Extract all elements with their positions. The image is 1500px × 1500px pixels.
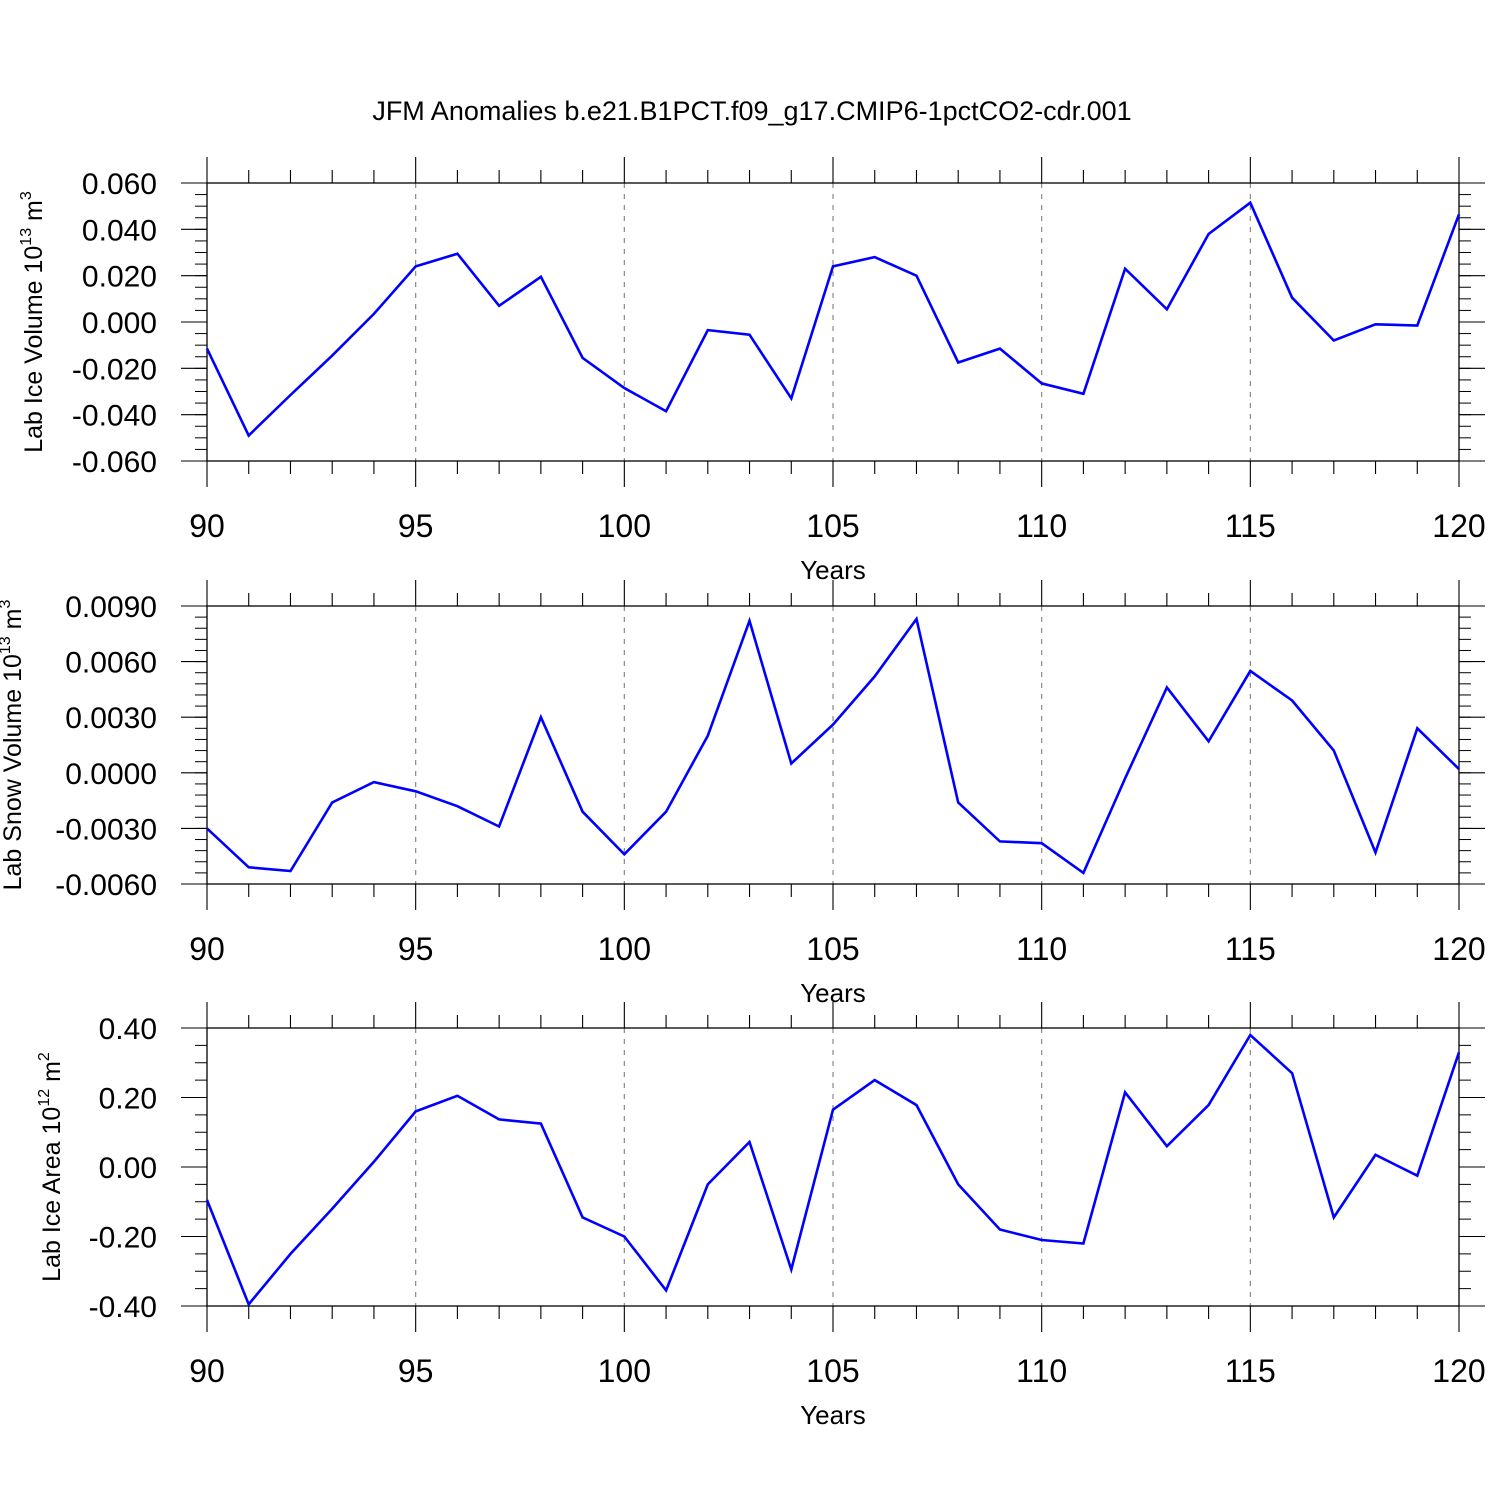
x-tick-label: 120 xyxy=(1432,1353,1485,1389)
x-tick-label: 90 xyxy=(189,508,225,544)
y-axis-label: Lab Ice Area 1012 m2 xyxy=(36,1052,66,1282)
series-line xyxy=(205,1032,1461,1307)
y-axis-label-unit-exponent: 2 xyxy=(36,1052,53,1061)
x-tick-label: 105 xyxy=(806,508,859,544)
y-axis-label-unit: m xyxy=(0,609,27,637)
y-tick-label: -0.060 xyxy=(72,446,157,479)
y-tick-label: 0.00 xyxy=(99,1152,157,1185)
x-tick-label: 115 xyxy=(1225,931,1276,967)
x-tick-label: 90 xyxy=(189,931,225,967)
x-tick-label: 110 xyxy=(1016,931,1067,967)
y-tick-label: 0.040 xyxy=(82,214,157,247)
x-tick-label: 100 xyxy=(598,1353,651,1389)
plot-frame xyxy=(206,1027,1460,1307)
x-tick-label: 115 xyxy=(1225,1353,1276,1389)
panel-1: 90 95 100 105 110 115 120 -0.060 -0.040 -0.020 0.0… xyxy=(18,157,1486,585)
x-tick-label: 115 xyxy=(1225,508,1276,544)
x-tick-label: 95 xyxy=(398,508,434,544)
y-tick-label: -0.020 xyxy=(72,353,157,386)
y-tick-label: -0.040 xyxy=(72,400,157,433)
panel-2: 90 95 100 105 110 115 120 -0.0060 -0.0030 0.0000 0… xyxy=(0,580,1486,1008)
y-tick-label: -0.40 xyxy=(89,1291,157,1324)
y-axis-label: Lab Ice Volume 1013 m3 xyxy=(18,191,48,453)
y-axis-label-unit: m xyxy=(20,200,48,228)
y-tick-label: 0.0090 xyxy=(65,591,157,624)
y-tick-label: -0.0060 xyxy=(55,869,157,902)
series-line xyxy=(206,615,1460,875)
y-tick-label: 0.0060 xyxy=(65,647,157,680)
y-tick-label: -0.0030 xyxy=(55,813,157,846)
x-tick-label: 95 xyxy=(398,931,434,967)
x-tick-label: 105 xyxy=(806,1353,859,1389)
x-axis-label: Years xyxy=(800,1400,866,1430)
y-axis-label-unit: m xyxy=(38,1061,66,1089)
x-tick-label: 110 xyxy=(1016,508,1067,544)
x-tick-label: 120 xyxy=(1432,508,1485,544)
y-tick-label: 0.000 xyxy=(82,307,157,340)
x-tick-label: 105 xyxy=(806,931,859,967)
y-axis-label-main: Lab Ice Area 10 xyxy=(38,1107,66,1282)
panel-3: 90 95 100 105 110 115 120 -0.40 -0.20 0.00 0.20 0.4… xyxy=(36,1002,1486,1430)
x-tick-label: 120 xyxy=(1432,931,1485,967)
chart-title: JFM Anomalies b.e21.B1PCT.f09_g17.CMIP6-… xyxy=(372,96,1131,126)
y-tick-label: 0.060 xyxy=(82,168,157,201)
y-axis-label: Lab Snow Volume 1013 m3 xyxy=(0,600,27,891)
y-tick-label: 0.0030 xyxy=(65,702,157,735)
x-tick-label: 100 xyxy=(598,508,651,544)
y-axis-label-main: Lab Ice Volume 10 xyxy=(20,246,48,453)
y-tick-label: -0.20 xyxy=(89,1222,157,1255)
x-tick-label: 95 xyxy=(398,1353,434,1389)
y-tick-label: 0.20 xyxy=(99,1083,157,1116)
x-tick-label: 90 xyxy=(189,1353,225,1389)
y-tick-label: 0.020 xyxy=(82,261,157,294)
y-axis-label-exponent: 13 xyxy=(18,228,35,246)
y-axis-label-exponent: 12 xyxy=(36,1089,53,1107)
y-axis-label-unit-exponent: 3 xyxy=(18,191,35,200)
panels: 90 95 100 105 110 115 120 -0.060 -0.040 -0.020 0.0… xyxy=(0,157,1486,1430)
plot-frame xyxy=(206,182,1460,462)
plot-frame xyxy=(206,605,1460,885)
x-tick-label: 100 xyxy=(598,931,651,967)
y-axis-label-main: Lab Snow Volume 10 xyxy=(0,654,27,890)
y-axis-label-exponent: 13 xyxy=(0,636,14,654)
x-tick-label: 110 xyxy=(1016,1353,1067,1389)
y-tick-label: 0.40 xyxy=(99,1013,157,1046)
y-axis-label-unit-exponent: 3 xyxy=(0,600,14,609)
y-tick-label: 0.0000 xyxy=(65,758,157,791)
